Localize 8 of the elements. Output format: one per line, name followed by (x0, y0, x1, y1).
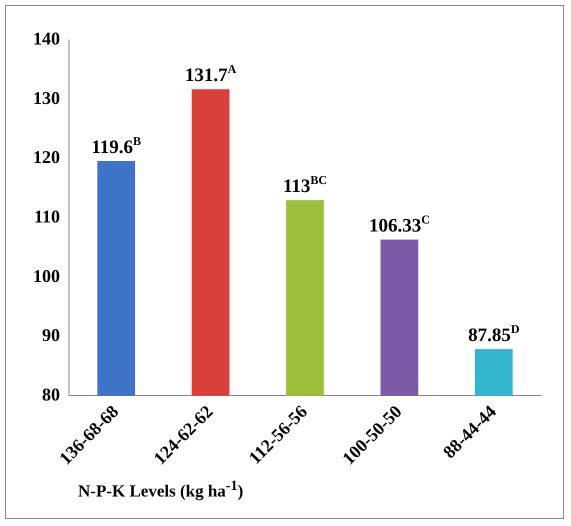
y-tick-label: 80 (42, 384, 60, 404)
y-tick-label: 100 (33, 266, 60, 286)
y-tick-label: 130 (33, 88, 60, 108)
x-axis-title: N-P-K Levels (kg ha$^{-1}$) (77, 478, 244, 502)
y-tick-label: 140 (33, 28, 60, 49)
y-tick-label: 120 (33, 147, 60, 168)
y-tick-label: 90 (42, 325, 60, 346)
y-tick-label: 110 (34, 206, 60, 227)
